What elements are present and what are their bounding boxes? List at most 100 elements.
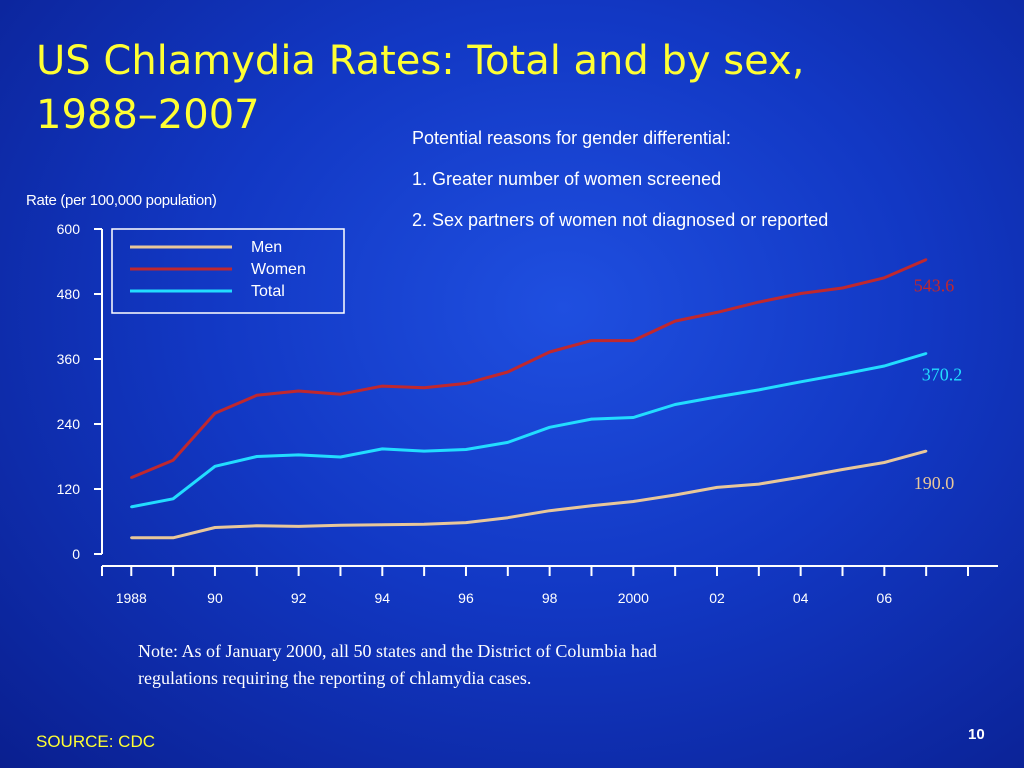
reason-item: 1. Greater number of women screened xyxy=(412,169,722,189)
data-point-total xyxy=(422,449,426,453)
legend-label-women: Women xyxy=(251,261,306,278)
data-point-men xyxy=(130,536,133,539)
data-point-total xyxy=(673,403,677,406)
y-tick-label: 360 xyxy=(57,351,81,367)
data-point-women xyxy=(548,350,551,354)
page-number: 10 xyxy=(968,726,985,743)
data-point-women xyxy=(799,292,802,295)
x-tick-label: 98 xyxy=(542,590,558,606)
reasons-heading: Potential reasons for gender differentia… xyxy=(412,128,731,148)
data-point-total xyxy=(381,447,384,451)
x-tick-label: 92 xyxy=(291,590,307,606)
x-tick-label: 1988 xyxy=(116,590,147,606)
data-point-women xyxy=(464,382,468,385)
data-point-total xyxy=(799,380,802,383)
y-tick-label: 120 xyxy=(57,481,81,497)
data-point-women xyxy=(924,258,928,261)
data-point-women xyxy=(213,411,217,415)
data-point-men xyxy=(213,526,217,529)
data-point-women xyxy=(883,276,886,279)
legend-label-men: Men xyxy=(251,239,282,256)
data-point-total xyxy=(255,455,258,458)
data-point-women xyxy=(255,394,258,397)
data-point-total xyxy=(548,426,551,429)
data-point-total xyxy=(590,417,593,421)
data-point-men xyxy=(757,482,761,486)
data-point-total xyxy=(130,505,133,509)
data-point-men xyxy=(673,493,677,497)
data-point-men xyxy=(715,486,719,489)
y-tick-label: 480 xyxy=(57,286,81,302)
data-point-women xyxy=(130,476,133,479)
data-point-women xyxy=(841,286,844,290)
data-point-women xyxy=(422,386,426,389)
data-point-total xyxy=(841,372,844,376)
end-label-women: 543.6 xyxy=(914,276,955,296)
y-axis-label: Rate (per 100,000 population) xyxy=(26,192,217,209)
note-line-2: regulations requiring the reporting of c… xyxy=(138,668,532,688)
data-point-men xyxy=(339,524,342,527)
legend-box xyxy=(111,228,345,314)
x-tick-label: 94 xyxy=(375,590,391,606)
series-line-men xyxy=(131,449,927,540)
data-point-men xyxy=(255,524,258,528)
data-point-women xyxy=(590,339,593,342)
title-line-1: US Chlamydia Rates: Total and by sex, xyxy=(36,38,805,84)
data-point-total xyxy=(632,416,635,419)
data-point-men xyxy=(590,504,593,507)
y-tick-label: 600 xyxy=(57,221,81,237)
data-point-women xyxy=(297,389,300,393)
slide-title: US Chlamydia Rates: Total and by sex, 19… xyxy=(36,34,836,142)
data-point-total xyxy=(715,395,719,399)
x-tick-label: 2000 xyxy=(618,590,649,606)
data-point-total xyxy=(506,441,510,444)
data-point-men xyxy=(297,525,300,528)
data-point-women xyxy=(673,319,677,323)
data-point-total xyxy=(171,497,175,500)
x-tick-label: 02 xyxy=(709,590,725,606)
data-point-women xyxy=(506,370,510,374)
x-tick-label: 90 xyxy=(207,590,223,606)
data-point-men xyxy=(506,516,510,519)
source-label: SOURCE: CDC xyxy=(36,732,156,751)
x-tick-label: 04 xyxy=(793,590,809,606)
x-tick-label: 96 xyxy=(458,590,474,606)
y-tick-label: 240 xyxy=(57,416,81,432)
data-point-men xyxy=(799,475,802,479)
data-point-men xyxy=(171,536,175,539)
data-point-women xyxy=(757,300,761,304)
data-point-men xyxy=(883,461,886,464)
y-tick-label: 0 xyxy=(72,546,80,562)
reason-item: 2. Sex partners of women not diagnosed o… xyxy=(412,210,829,230)
reasons-list: Potential reasons for gender differentia… xyxy=(412,118,828,241)
data-point-total xyxy=(213,465,217,468)
data-point-women xyxy=(381,384,384,388)
data-point-men xyxy=(841,468,844,471)
data-point-men xyxy=(381,523,384,526)
data-point-women xyxy=(632,339,635,342)
note-text: Note: As of January 2000, all 50 states … xyxy=(138,638,838,692)
series-line-total xyxy=(131,352,927,509)
data-point-men xyxy=(632,500,635,503)
data-point-total xyxy=(924,352,928,355)
note-line-1: Note: As of January 2000, all 50 states … xyxy=(138,641,657,661)
data-point-men xyxy=(422,523,426,526)
data-point-total xyxy=(464,448,468,451)
data-point-women xyxy=(171,459,175,462)
x-tick-label: 06 xyxy=(877,590,893,606)
data-point-women xyxy=(715,311,719,314)
legend-label-total: Total xyxy=(251,283,285,300)
title-line-2: 1988–2007 xyxy=(36,92,260,138)
data-point-total xyxy=(339,455,342,459)
end-label-men: 190.0 xyxy=(914,473,955,493)
data-point-total xyxy=(297,453,300,457)
data-point-men xyxy=(924,449,928,453)
end-label-total: 370.2 xyxy=(922,364,963,384)
data-point-men xyxy=(548,509,551,512)
data-point-total xyxy=(757,388,761,392)
data-point-women xyxy=(339,393,342,396)
series-line-women xyxy=(130,258,927,479)
data-point-men xyxy=(464,521,468,524)
data-point-total xyxy=(883,364,886,368)
